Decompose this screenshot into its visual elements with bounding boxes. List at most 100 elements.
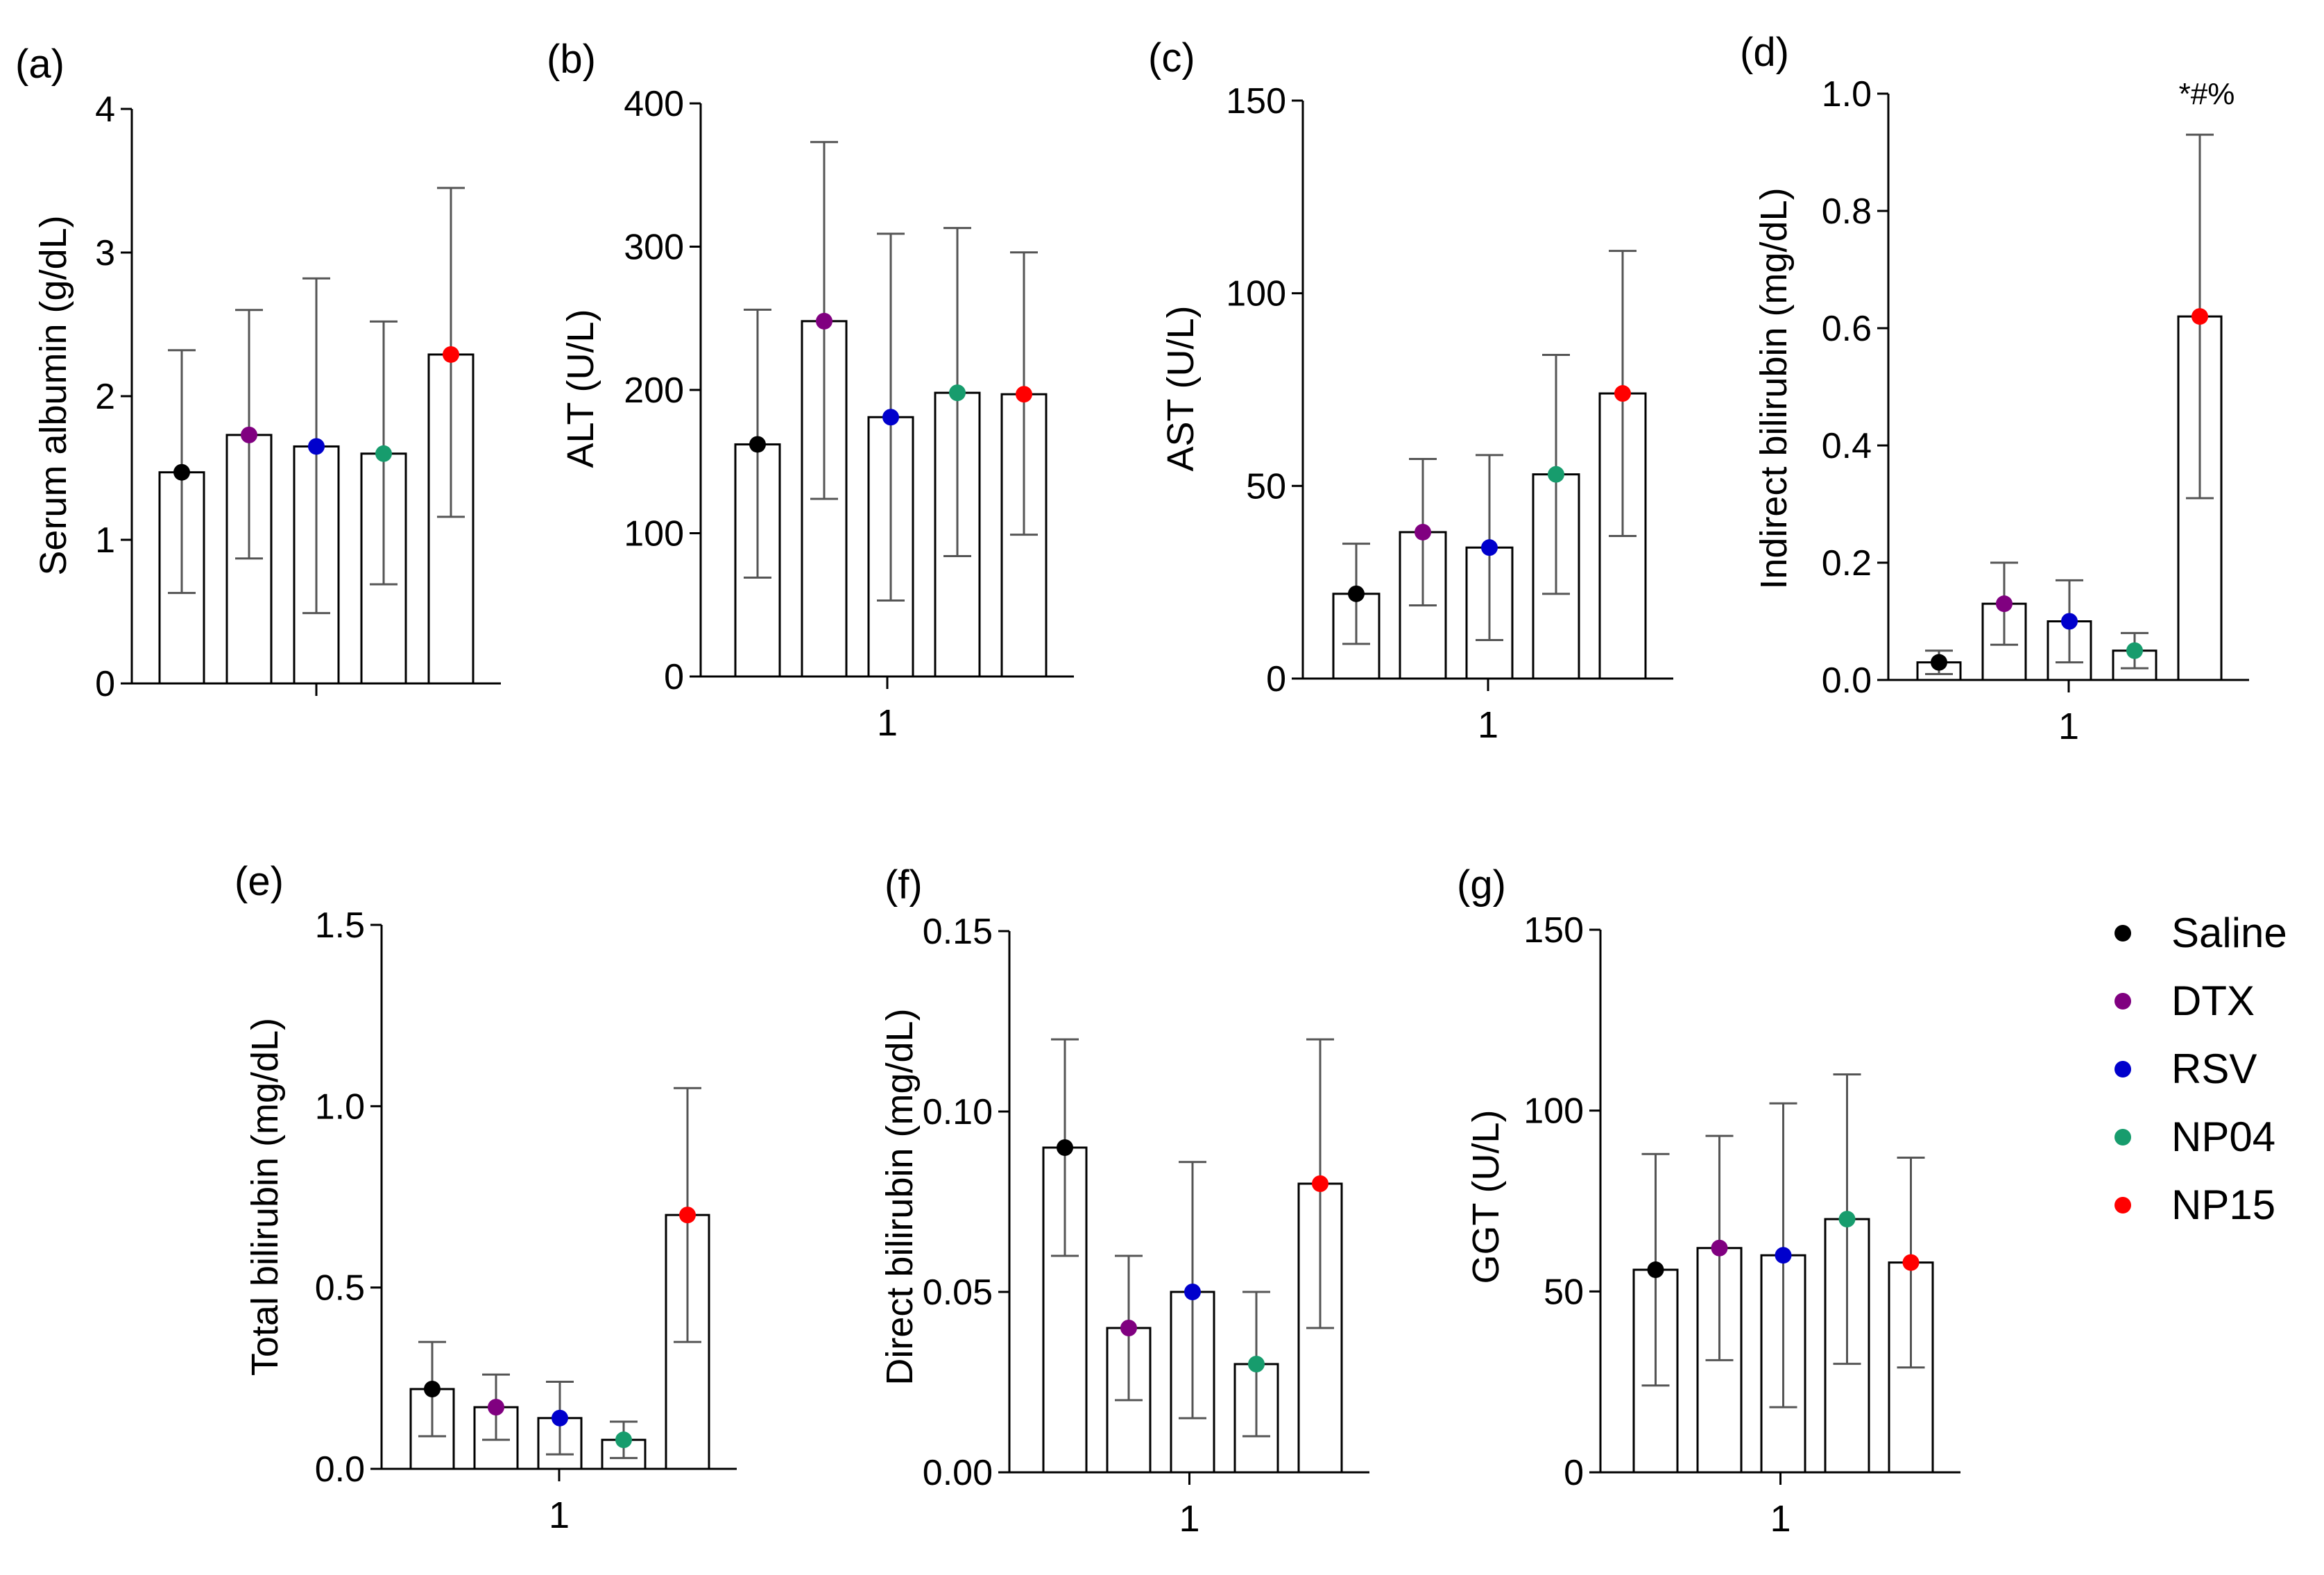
point-np15 — [1016, 386, 1032, 403]
y-tick-label: 3 — [95, 233, 115, 273]
panel-label: (g) — [1457, 862, 1506, 908]
x-tick-label: 1 — [877, 702, 898, 744]
panel-b: 0 100 200 300 400 1 (b) ALT (U/L) — [547, 37, 1074, 744]
y-axis-label: AST (U/L) — [1160, 305, 1202, 471]
y-tick-label: 1.5 — [315, 905, 365, 946]
point-np04 — [615, 1431, 632, 1449]
y-tick-label: 0 — [1266, 659, 1286, 699]
point-rsv — [882, 409, 899, 426]
point-rsv — [1481, 539, 1498, 556]
panel-d: 0.0 0.2 0.4 0.6 0.8 1.0 1 (d) Indirect bilirubin… — [1740, 30, 2249, 747]
point-np04 — [1248, 1356, 1265, 1372]
panel-a: 0 1 2 3 4 (a) Serum albumin (g/dL) — [15, 42, 501, 704]
point-rsv — [552, 1409, 568, 1427]
legend-label: RSV — [2171, 1046, 2257, 1092]
legend-item-saline: Saline — [2114, 910, 2287, 956]
y-axis-label: Indirect bilirubin (mg/dL) — [1753, 187, 1795, 589]
bar-np15 — [427, 353, 475, 685]
point-saline — [749, 436, 766, 453]
legend-label: NP15 — [2171, 1182, 2275, 1228]
y-axis-label: ALT (U/L) — [560, 309, 601, 468]
panel-label: (a) — [15, 42, 65, 87]
y-tick-label: 0.0 — [315, 1449, 365, 1490]
point-np15 — [679, 1207, 696, 1224]
point-saline — [1057, 1139, 1073, 1156]
point-np04 — [949, 384, 966, 402]
y-axis-label: Total bilirubin (mg/dL) — [244, 1018, 286, 1376]
y-tick-label: 100 — [1226, 274, 1286, 314]
panel-g: 0 50 100 150 1 (g) GGT (U/L) — [1457, 862, 1960, 1540]
legend-item-np04: NP04 — [2114, 1114, 2275, 1160]
legend-label: NP04 — [2171, 1114, 2275, 1160]
point-np04 — [2126, 642, 2143, 659]
y-tick-label: 0 — [95, 664, 115, 704]
point-saline — [1348, 585, 1365, 602]
legend-item-np15: NP15 — [2114, 1182, 2275, 1228]
y-tick-label: 0.8 — [1822, 191, 1872, 232]
point-dtx — [1120, 1320, 1137, 1336]
y-tick-label: 0 — [664, 657, 684, 697]
point-np15 — [1614, 385, 1631, 402]
legend-marker — [2114, 993, 2131, 1010]
y-tick-label: 0.4 — [1822, 426, 1872, 466]
panel-label: (d) — [1740, 30, 1789, 75]
point-rsv — [2061, 613, 2078, 630]
legend-marker — [2114, 1129, 2131, 1146]
point-dtx — [816, 312, 832, 330]
point-np15 — [2191, 308, 2208, 325]
point-rsv — [1775, 1247, 1792, 1264]
y-tick-label: 200 — [624, 371, 684, 411]
x-tick-label: 1 — [549, 1495, 570, 1536]
point-dtx — [488, 1399, 504, 1416]
point-dtx — [1711, 1239, 1728, 1257]
panel-e: 0.0 0.5 1.0 1.5 1 (e) Total bilirubin (mg/dL) — [234, 859, 737, 1536]
y-tick-label: 0.15 — [923, 912, 993, 952]
point-np04 — [1838, 1211, 1856, 1228]
y-tick-label: 1.0 — [1822, 74, 1872, 114]
y-tick-label: 400 — [624, 84, 684, 124]
y-tick-label: 100 — [1523, 1091, 1584, 1132]
panel-label: (b) — [547, 37, 596, 82]
legend-item-rsv: RSV — [2114, 1046, 2257, 1092]
y-axis-label: Direct bilirubin (mg/dL) — [879, 1008, 921, 1385]
y-tick-label: 0.05 — [923, 1272, 993, 1313]
x-tick-label: 1 — [1478, 704, 1498, 746]
legend-marker — [2114, 1061, 2131, 1078]
y-tick-label: 2 — [95, 377, 115, 417]
y-tick-label: 0.10 — [923, 1092, 993, 1132]
y-tick-label: 0.0 — [1822, 661, 1872, 701]
point-dtx — [1996, 595, 2013, 613]
y-tick-label: 1.0 — [315, 1087, 365, 1127]
legend-label: Saline — [2171, 910, 2287, 956]
y-axis-label: Serum albumin (g/dL) — [33, 215, 74, 575]
point-rsv — [1184, 1284, 1201, 1300]
x-tick-label: 1 — [1179, 1498, 1199, 1540]
y-axis-label: GGT (U/L) — [1465, 1109, 1507, 1284]
point-np04 — [375, 445, 392, 462]
point-dtx — [1415, 523, 1431, 540]
y-tick-label: 0 — [1564, 1453, 1584, 1493]
point-np15 — [1902, 1254, 1920, 1271]
point-np15 — [1312, 1175, 1328, 1192]
legend-marker — [2114, 1197, 2131, 1214]
legend-marker — [2114, 925, 2131, 942]
legend-label: DTX — [2171, 978, 2255, 1024]
y-tick-label: 0.00 — [923, 1453, 993, 1493]
y-tick-label: 4 — [95, 90, 115, 130]
point-saline — [1931, 654, 1947, 671]
y-tick-label: 150 — [1226, 81, 1286, 121]
y-tick-label: 0.6 — [1822, 309, 1872, 349]
point-saline — [173, 463, 190, 481]
panel-label: (f) — [885, 862, 923, 908]
x-tick-label: 1 — [1770, 1498, 1791, 1540]
point-np15 — [443, 346, 459, 363]
point-saline — [424, 1381, 441, 1398]
y-tick-label: 100 — [624, 514, 684, 554]
panel-label: (e) — [234, 859, 284, 904]
point-rsv — [308, 438, 325, 455]
point-saline — [1647, 1261, 1664, 1279]
y-tick-label: 50 — [1544, 1272, 1584, 1312]
significance-annotation: *#% — [2179, 77, 2235, 111]
